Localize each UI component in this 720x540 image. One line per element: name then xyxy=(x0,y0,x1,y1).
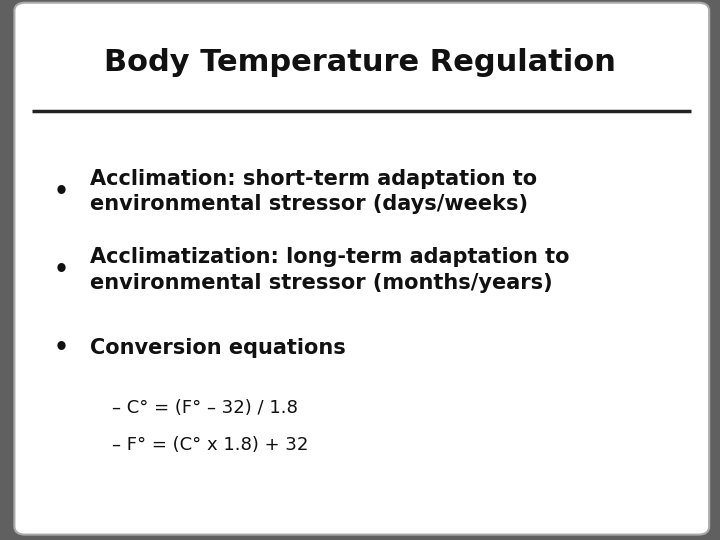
Text: •: • xyxy=(54,336,68,360)
FancyBboxPatch shape xyxy=(14,3,709,535)
Text: •: • xyxy=(54,258,68,282)
Text: – F° = (C° x 1.8) + 32: – F° = (C° x 1.8) + 32 xyxy=(112,436,308,455)
Text: •: • xyxy=(54,180,68,204)
Text: Body Temperature Regulation: Body Temperature Regulation xyxy=(104,48,616,77)
Text: Conversion equations: Conversion equations xyxy=(90,338,346,359)
Text: Acclimatization: long-term adaptation to
environmental stressor (months/years): Acclimatization: long-term adaptation to… xyxy=(90,247,570,293)
Text: – C° = (F° – 32) / 1.8: – C° = (F° – 32) / 1.8 xyxy=(112,399,297,417)
Text: Acclimation: short-term adaptation to
environmental stressor (days/weeks): Acclimation: short-term adaptation to en… xyxy=(90,169,537,214)
